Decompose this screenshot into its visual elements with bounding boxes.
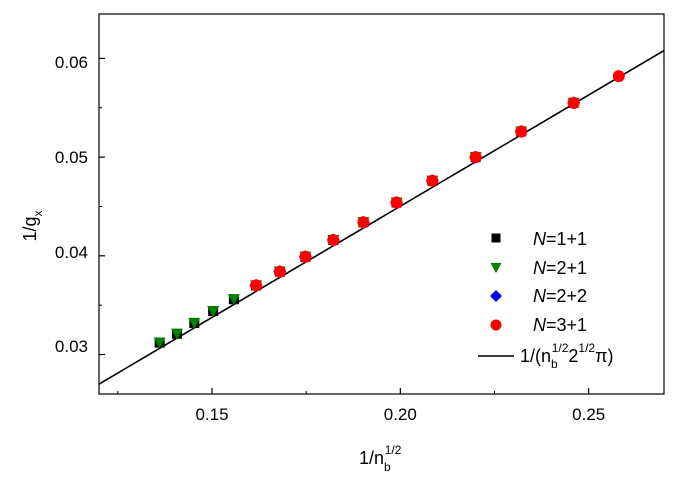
legend-marker-n4 <box>490 319 502 331</box>
legend-label-n4-rest: =3+1 <box>546 315 587 335</box>
y-axis-title: 1/gx <box>20 210 45 241</box>
x-axis-title: 1/nb 1/2 <box>359 443 402 474</box>
data-point-triangle <box>170 328 183 340</box>
x-axis-title-base: 1/n <box>359 448 384 468</box>
legend-fit-post: π) <box>595 346 613 366</box>
data-point-circle <box>515 125 528 138</box>
data-point-circle <box>250 279 263 292</box>
legend-label-n4: N=3+1 <box>533 315 587 335</box>
y-tick-label: 0.03 <box>55 337 88 356</box>
data-point-triangle <box>188 317 201 329</box>
legend-marker-n1 <box>491 233 501 243</box>
data-point-triangle <box>227 294 240 306</box>
data-point-circle <box>299 250 312 263</box>
legend-marker-n3 <box>490 290 502 302</box>
legend-label-n1: N=1+1 <box>533 229 587 249</box>
plot-area <box>98 49 665 385</box>
x-axis: 0.15 0.20 0.25 <box>195 405 605 424</box>
data-point-circle <box>357 216 370 229</box>
data-point-circle <box>273 265 286 278</box>
legend-label-n3: N=2+2 <box>533 286 587 306</box>
x-tick-label: 0.15 <box>195 405 228 424</box>
legend-label-n1-rest: =1+1 <box>546 229 587 249</box>
legend-label-n4-italic: N <box>533 315 547 335</box>
legend-label-n2: N=2+1 <box>533 258 587 278</box>
legend-label-n2-rest: =2+1 <box>546 258 587 278</box>
legend-label-fit: 1/(nb1/221/2π) <box>520 341 614 371</box>
legend-label-n3-italic: N <box>533 286 547 306</box>
legend-label-n3-rest: =2+2 <box>546 286 587 306</box>
data-point-circle <box>426 174 439 187</box>
legend-marker-n2 <box>490 263 502 273</box>
data-point-circle <box>390 196 403 209</box>
axes: 0.15 0.20 0.25 0.03 0.04 0.05 0.06 <box>55 53 605 424</box>
legend-fit-mid: 2 <box>568 346 578 366</box>
y-tick-label: 0.06 <box>55 53 88 72</box>
x-tick-label: 0.20 <box>384 405 417 424</box>
legend-fit-sup1: 1/2 <box>552 341 569 355</box>
legend-label-n2-italic: N <box>533 258 547 278</box>
y-axis-title-base: 1/g <box>20 216 40 241</box>
y-axis-title-sub: x <box>31 210 45 216</box>
data-point-circle <box>327 234 340 247</box>
data-point-circle <box>469 151 482 164</box>
series-4 <box>250 70 625 292</box>
x-axis-title-sup: 1/2 <box>385 443 402 457</box>
y-axis: 0.03 0.04 0.05 0.06 <box>55 53 88 356</box>
legend: N=1+1 N=2+1 N=2+2 N=3+1 1/(nb1/221/2π) <box>478 229 614 371</box>
data-point-circle <box>567 96 580 109</box>
data-point-triangle <box>153 337 166 349</box>
data-point-triangle <box>207 306 220 318</box>
data-point-circle <box>612 70 625 83</box>
x-tick-label: 0.25 <box>572 405 605 424</box>
y-tick-label: 0.05 <box>55 148 88 167</box>
legend-fit-pre: 1/(n <box>520 346 551 366</box>
x-axis-title-sub: b <box>384 460 391 474</box>
y-tick-label: 0.04 <box>55 243 88 262</box>
legend-label-n1-italic: N <box>533 229 547 249</box>
legend-fit-sub1: b <box>551 357 558 371</box>
plot-frame <box>98 13 665 395</box>
legend-fit-sup2: 1/2 <box>578 341 595 355</box>
